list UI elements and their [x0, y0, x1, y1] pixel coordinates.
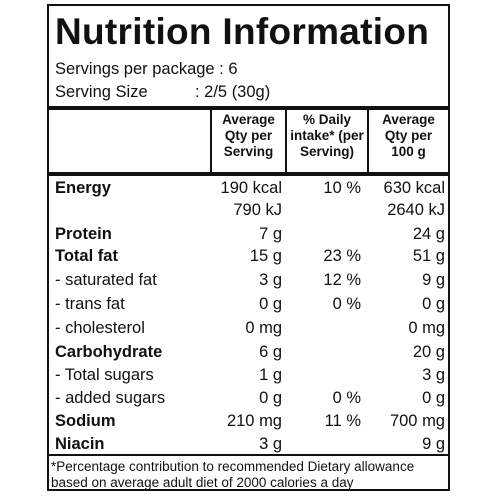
table-row: - Total sugars 1 g 3 g [49, 364, 448, 386]
servings-per-package: Servings per package : 6 [55, 60, 238, 78]
qty-per-serving: 790 kJ [233, 201, 282, 219]
table-row: - trans fat 0 g 0 % 0 g [49, 293, 448, 315]
table-row: Energy 190 kcal 10 % 630 kcal [49, 177, 448, 199]
daily-intake-percent: 11 % [324, 412, 361, 430]
qty-per-100g: 700 mg [389, 412, 445, 430]
qty-per-100g: 0 g [422, 389, 445, 407]
table-row: Protein 7 g 24 g [49, 223, 448, 245]
qty-per-serving: 1 g [259, 366, 282, 384]
serving-size: Serving Size : 2/5 (30g) [55, 82, 270, 102]
daily-intake-percent: 0 % [332, 295, 361, 313]
qty-per-100g: 0 mg [408, 319, 445, 337]
qty-per-100g: 20 g [412, 343, 445, 361]
daily-intake-percent: 12 % [323, 271, 361, 289]
qty-per-serving: 190 kcal [220, 179, 282, 197]
daily-intake-percent: 0 % [332, 389, 361, 407]
qty-per-serving: 0 g [259, 295, 282, 313]
nutrient-name: Protein [55, 225, 112, 243]
qty-per-100g: 3 g [422, 366, 445, 384]
daily-intake-percent: 23 % [323, 247, 361, 265]
nutrient-name: Sodium [55, 412, 116, 430]
qty-per-serving: 3 g [259, 435, 282, 453]
qty-per-serving: 15 g [249, 247, 282, 265]
nutrient-name: Energy [55, 179, 111, 197]
qty-per-serving: 3 g [259, 271, 282, 289]
column-divider-2 [285, 110, 287, 176]
column-divider-1 [210, 110, 212, 176]
nutrient-name: - added sugars [55, 389, 166, 407]
qty-per-100g: 9 g [422, 435, 445, 453]
qty-per-serving: 7 g [259, 225, 282, 243]
nutrition-panel: Nutrition Information Servings per packa… [47, 4, 450, 491]
daily-intake-percent: 10 % [323, 179, 361, 197]
table-row: - cholesterol 0 mg 0 mg [49, 317, 448, 339]
qty-per-100g: 630 kcal [383, 179, 445, 197]
qty-per-serving: 6 g [259, 343, 282, 361]
table-row: Niacin 3 g 9 g [49, 433, 448, 455]
header-bottom-rule [49, 172, 448, 176]
table-row: Carbohydrate 6 g 20 g [49, 341, 448, 363]
footnote: *Percentage contribution to recommended … [51, 459, 414, 491]
nutrient-name: Carbohydrate [55, 343, 163, 361]
nutrient-name: - cholesterol [55, 319, 145, 337]
header-daily-intake: % Daily intake* (per Serving) [290, 112, 364, 159]
column-divider-3 [367, 110, 369, 176]
nutrient-name: Niacin [55, 435, 105, 453]
table-row: Sodium 210 mg 11 % 700 mg [49, 410, 448, 432]
panel-title: Nutrition Information [55, 11, 430, 52]
table-row: Total fat 15 g 23 % 51 g [49, 245, 448, 267]
qty-per-100g: 2640 kJ [387, 201, 445, 219]
serving-size-value: : 2/5 (30g) [195, 83, 271, 101]
table-row: 790 kJ 2640 kJ [49, 199, 448, 221]
nutrient-name: - Total sugars [55, 366, 154, 384]
qty-per-serving: 210 mg [226, 412, 282, 430]
qty-per-100g: 9 g [422, 271, 445, 289]
qty-per-serving: 0 mg [245, 319, 282, 337]
footnote-rule [49, 454, 448, 456]
header-avg-qty-serving: Average Qty per Serving [222, 112, 275, 159]
qty-per-serving: 0 g [259, 389, 282, 407]
footnote-line-2: based on average adult diet of 2000 calo… [51, 475, 354, 490]
header-avg-qty-100g: Average Qty per 100 g [382, 112, 435, 159]
qty-per-100g: 0 g [422, 295, 445, 313]
header-top-rule [49, 106, 448, 110]
footnote-line-1: *Percentage contribution to recommended … [51, 459, 415, 474]
nutrient-name: - saturated fat [55, 271, 157, 289]
nutrient-name: - trans fat [55, 295, 125, 313]
table-row: - added sugars 0 g 0 % 0 g [49, 387, 448, 409]
qty-per-100g: 51 g [412, 247, 445, 265]
nutrient-name: Total fat [55, 247, 118, 265]
table-row: - saturated fat 3 g 12 % 9 g [49, 269, 448, 291]
qty-per-100g: 24 g [412, 225, 445, 243]
serving-size-label: Serving Size [55, 83, 148, 101]
